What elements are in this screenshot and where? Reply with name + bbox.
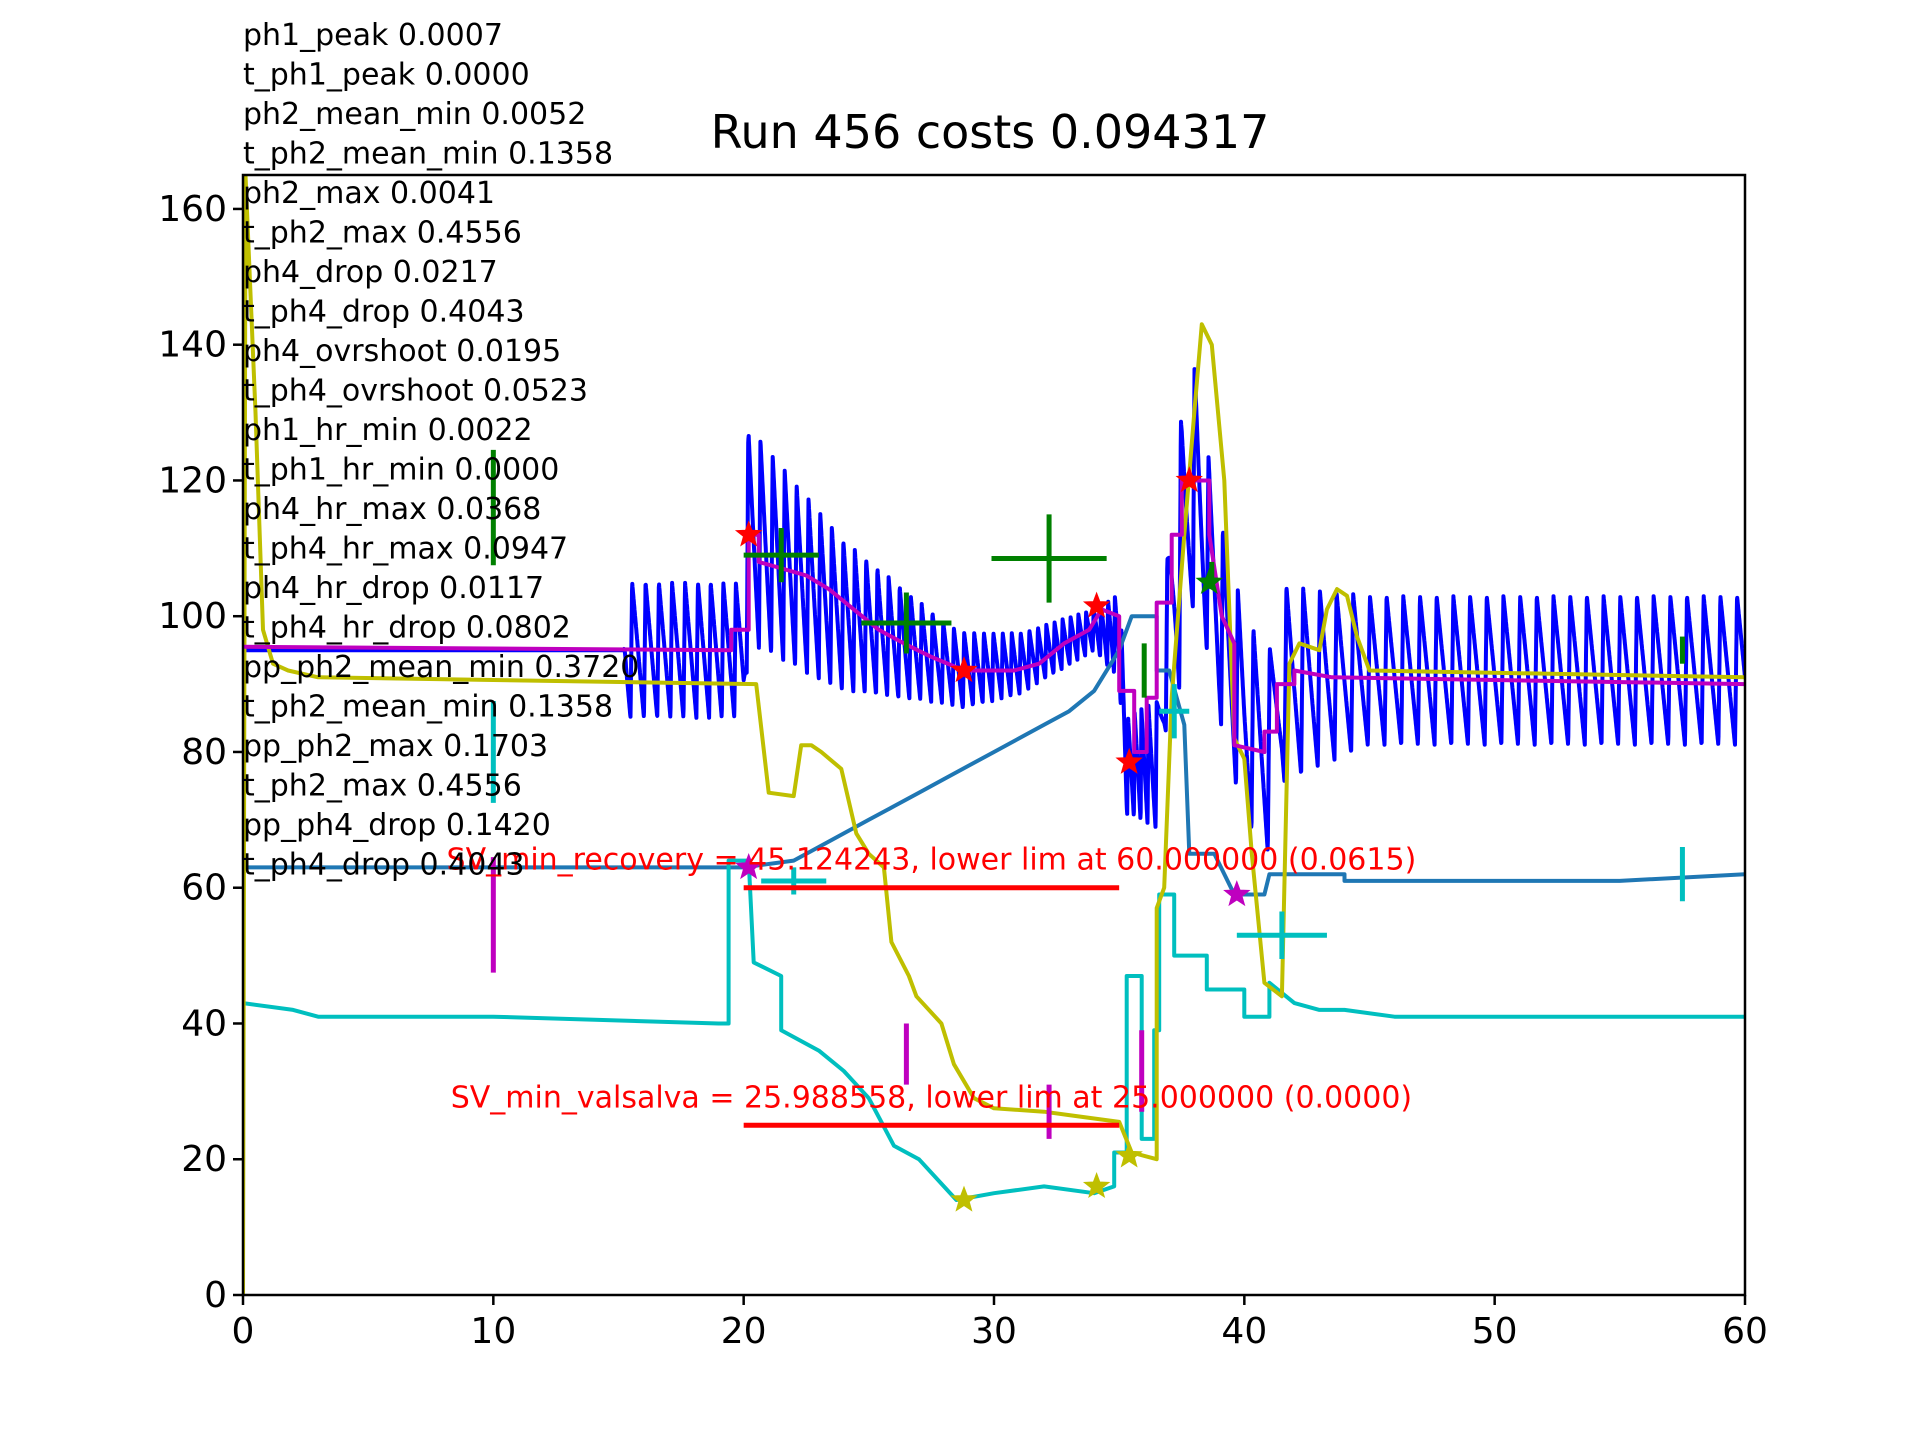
errorbar-layer xyxy=(490,449,1685,1139)
metric-line: ph4_drop 0.0217 xyxy=(243,255,498,290)
metric-line: t_ph2_mean_min 0.1358 xyxy=(243,690,613,725)
metric-line: ph4_hr_max 0.0368 xyxy=(243,492,541,527)
y-tick-label: 160 xyxy=(158,189,227,230)
y-tick-label: 0 xyxy=(204,1275,227,1316)
error-bar-cyan xyxy=(1159,684,1190,739)
error-bar-green xyxy=(991,514,1107,603)
star-marker-green xyxy=(1195,567,1224,594)
metric-line: t_ph2_mean_min 0.1358 xyxy=(243,137,613,172)
x-tick-label: 10 xyxy=(470,1311,516,1352)
star-marker-magenta xyxy=(734,852,763,880)
metric-line: ph1_hr_min 0.0022 xyxy=(243,413,533,448)
y-tick-label: 40 xyxy=(181,1003,227,1044)
metric-line: t_ph4_drop 0.4043 xyxy=(243,848,525,883)
metric-line: ph1_peak 0.0007 xyxy=(243,18,503,53)
chart-title: Run 456 costs 0.094317 xyxy=(711,105,1270,159)
x-tick-label: 50 xyxy=(1472,1311,1518,1352)
star-marker-red xyxy=(1082,591,1111,618)
metric-line: t_ph1_peak 0.0000 xyxy=(243,58,530,93)
y-tick-label: 120 xyxy=(158,460,227,501)
y-tick-label: 20 xyxy=(181,1139,227,1180)
series-line-olive xyxy=(243,175,1745,1295)
metric-line: ph4_ovrshoot 0.0195 xyxy=(243,334,561,369)
y-tick-label: 100 xyxy=(158,596,227,637)
metrics-text-block: ph1_peak 0.0007 t_ph1_peak 0.0000 ph2_mean… xyxy=(243,18,639,883)
metric-line: t_ph4_hr_max 0.0947 xyxy=(243,532,568,567)
star-marker-red xyxy=(1175,466,1203,493)
metric-line: ph2_mean_min 0.0052 xyxy=(243,97,586,132)
x-tick-label: 30 xyxy=(971,1311,1017,1352)
tick-layer: 0 10 20 30 40 50 60 0 20 40 60 80 100 120 140 160 xyxy=(158,189,1768,1352)
star-marker-red xyxy=(1115,747,1143,774)
x-tick-label: 60 xyxy=(1722,1311,1768,1352)
y-tick-label: 140 xyxy=(158,325,227,366)
limit-annotation-text: SV_min_valsalva = 25.988558, lower lim a… xyxy=(451,1080,1412,1115)
metric-line: pp_ph2_max 0.1703 xyxy=(243,729,548,764)
metric-line: t_ph2_max 0.4556 xyxy=(243,769,522,804)
limit-annotation-text: SV_min_recovery = 45.124243, lower lim a… xyxy=(447,843,1417,878)
y-tick-label: 60 xyxy=(181,868,227,909)
metric-line: pp_ph2_mean_min 0.3720 xyxy=(243,650,639,685)
star-marker-olive xyxy=(1115,1141,1143,1168)
y-tick-label: 80 xyxy=(181,732,227,773)
metric-line: t_ph1_hr_min 0.0000 xyxy=(243,453,559,488)
star-marker-magenta xyxy=(1223,880,1251,907)
metric-line: t_ph4_drop 0.4043 xyxy=(243,295,525,330)
series-line-magenta xyxy=(243,478,1745,754)
metric-line: t_ph4_hr_drop 0.0802 xyxy=(243,611,571,646)
x-tick-label: 20 xyxy=(721,1311,767,1352)
x-tick-label: 0 xyxy=(232,1311,255,1352)
star-marker-olive xyxy=(950,1185,978,1212)
error-bar-cyan xyxy=(1236,911,1327,959)
star-marker-olive xyxy=(1082,1171,1111,1199)
marker-layer xyxy=(734,466,1251,1212)
x-tick-label: 40 xyxy=(1221,1311,1267,1352)
error-bar-green xyxy=(861,592,952,654)
metric-line: ph2_max 0.0041 xyxy=(243,176,495,211)
star-marker-red xyxy=(950,656,978,683)
error-bar-green xyxy=(743,527,819,583)
metric-line: t_ph4_ovrshoot 0.0523 xyxy=(243,374,588,409)
limit-layer: SV_min_recovery = 45.124243, lower lim a… xyxy=(447,843,1417,1128)
metric-line: ph4_hr_drop 0.0117 xyxy=(243,571,544,606)
star-marker-red xyxy=(734,520,763,547)
metric-line: t_ph2_max 0.4556 xyxy=(243,216,522,251)
metric-line: pp_ph4_drop 0.1420 xyxy=(243,808,551,843)
